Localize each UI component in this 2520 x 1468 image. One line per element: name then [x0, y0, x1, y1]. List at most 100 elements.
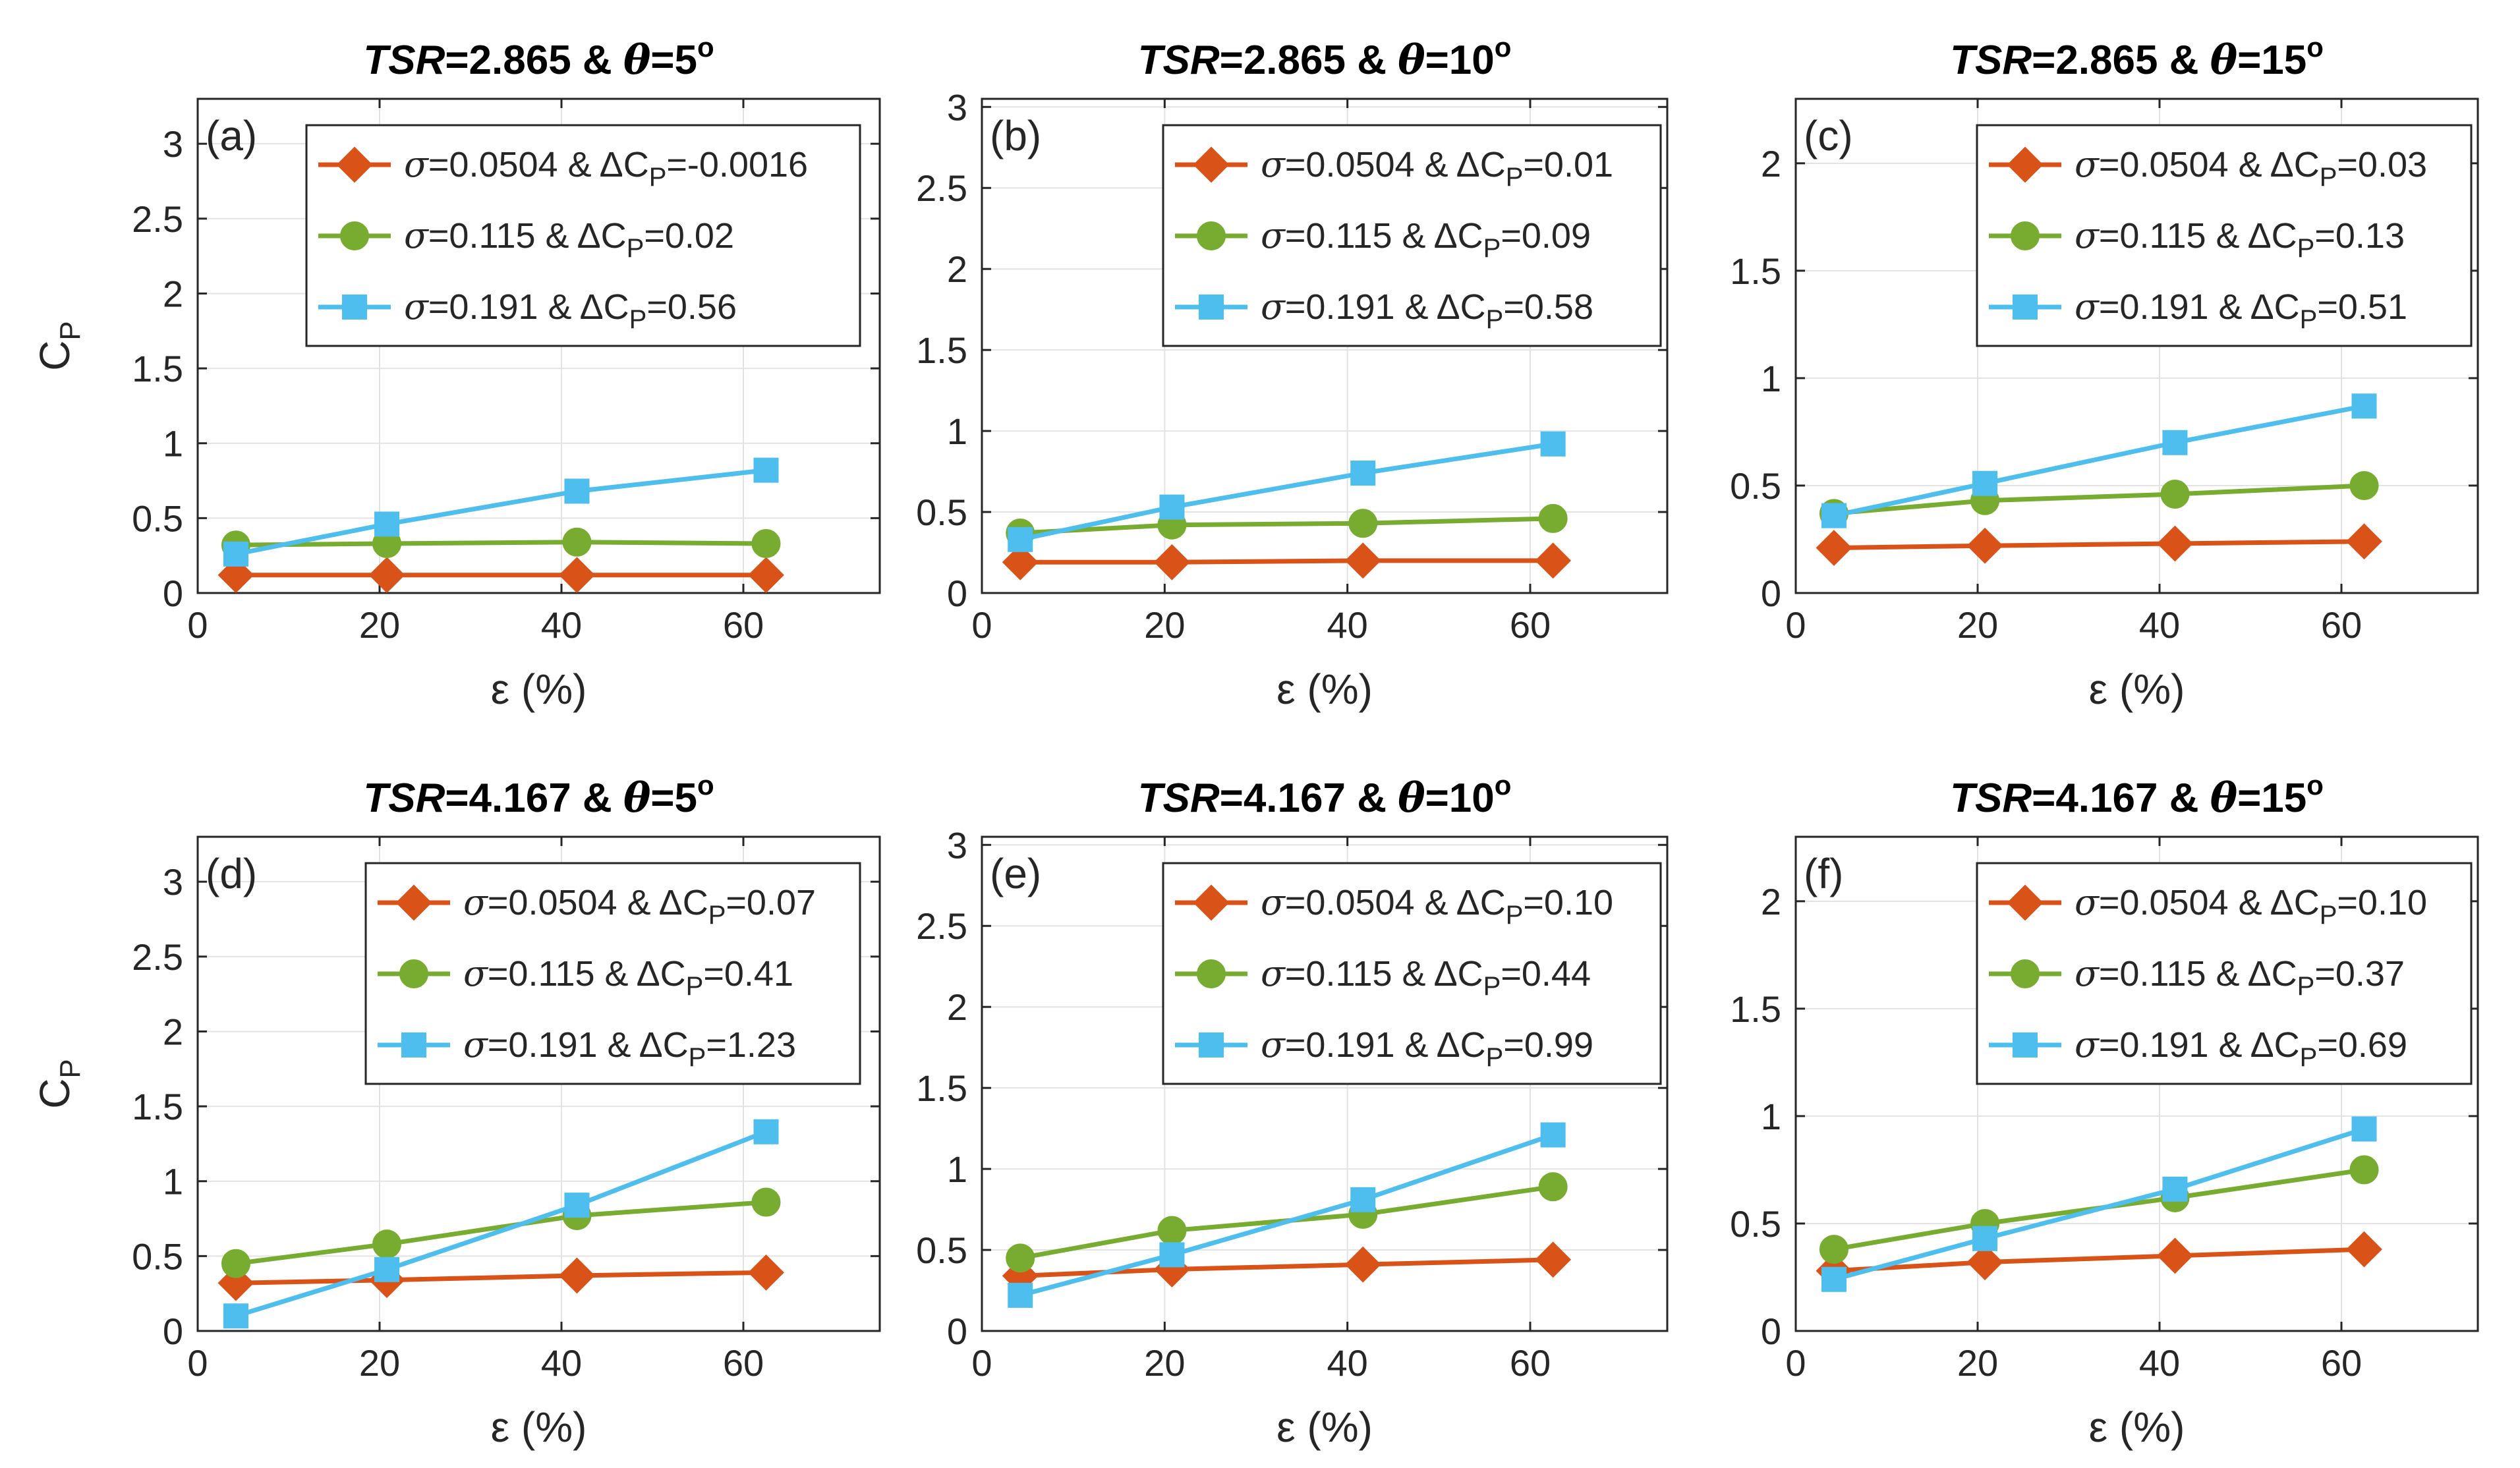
series-line-0.115 — [1020, 516, 1553, 536]
panel-title: TSR=2.865 & θ=10o — [1138, 32, 1512, 84]
legend-marker — [395, 884, 432, 921]
panel-letter: (b) — [990, 112, 1041, 159]
legend-marker — [1197, 221, 1226, 250]
data-point-0.191 — [1540, 1122, 1566, 1148]
data-point-0.0504 — [368, 557, 405, 594]
x-tick-label: 20 — [359, 1342, 400, 1384]
legend-marker — [1199, 1032, 1224, 1058]
legend-entry: σ=0.0504 & ΔCP=0.03 — [2075, 144, 2427, 192]
panel-f: 0 20 40 60 0 0.5 1 1.5 2 ε (%) TSR=4.167 & θ=15o (f… — [1730, 770, 2479, 1451]
data-point-0.0504 — [1002, 544, 1039, 580]
series-line-0.0504 — [235, 1270, 766, 1285]
y-tick-label: 0 — [947, 1311, 967, 1352]
legend-marker — [2011, 959, 2040, 988]
data-point-0.0504 — [1816, 530, 1852, 566]
series-line-0.191 — [1833, 403, 2365, 519]
x-tick-label: 60 — [1510, 1342, 1551, 1384]
x-tick-label: 60 — [2321, 604, 2362, 646]
data-point-0.115 — [1348, 509, 1378, 538]
y-tick-label: 0 — [947, 573, 967, 614]
y-tick-label: 1.5 — [132, 1086, 183, 1127]
legend-marker — [2013, 295, 2038, 320]
data-point-0.191 — [1159, 1242, 1185, 1268]
data-point-0.115 — [372, 1229, 402, 1259]
data-point-0.191 — [753, 1119, 779, 1144]
y-tick-label: 1 — [1761, 358, 1781, 399]
data-point-0.0504 — [559, 1257, 595, 1294]
y-axis-label: CP — [31, 321, 86, 371]
y-tick-label: 2.5 — [132, 936, 183, 978]
axes-frame — [981, 98, 1669, 594]
y-tick-label: 3 — [947, 824, 967, 866]
data-point-0.191 — [2162, 430, 2188, 455]
data-point-0.115 — [1006, 1243, 1035, 1273]
legend-entry: σ=0.191 & ΔCP=0.56 — [404, 286, 737, 334]
data-point-0.0504 — [1966, 1244, 2003, 1281]
panel-c: 0 20 40 60 0 0.5 1 1.5 2 ε (%) TSR=2.865 & θ=15o (c… — [1730, 32, 2479, 713]
data-point-0.191 — [2351, 1116, 2377, 1142]
x-tick-label: 0 — [187, 604, 208, 646]
y-tick-label: 0.5 — [132, 497, 183, 539]
panel-letter: (a) — [206, 112, 257, 159]
series-line-0.191 — [1833, 1127, 2365, 1282]
data-point-0.0504 — [2346, 523, 2382, 560]
series-line-0.191 — [1019, 441, 1554, 542]
data-point-0.191 — [1350, 1187, 1376, 1212]
axes-frame — [196, 98, 881, 594]
y-tick-label: 0 — [1761, 1311, 1781, 1352]
y-tick-label: 1 — [163, 1161, 183, 1202]
y-tick-label: 2 — [1761, 881, 1781, 922]
panel-title: TSR=2.865 & θ=15o — [1950, 32, 2324, 84]
panel-title: TSR=2.865 & θ=5o — [363, 32, 714, 84]
y-tick-label: 1.5 — [916, 329, 967, 371]
data-point-0.115 — [751, 529, 781, 558]
series-line-0.0504 — [1833, 1247, 2364, 1274]
data-point-0.115 — [221, 1249, 250, 1278]
y-tick-label: 3 — [947, 86, 967, 128]
legend-marker — [342, 295, 367, 320]
x-axis-label: ε (%) — [491, 665, 587, 713]
x-tick-label: 20 — [1144, 1342, 1185, 1384]
series-line-0.0504 — [1833, 539, 2364, 551]
data-point-0.0504 — [1344, 1246, 1381, 1283]
y-tick-label: 1 — [947, 1148, 967, 1190]
legend-marker — [1199, 295, 1224, 320]
panel-d: 0 20 40 60 0 0.5 1 1.5 2 2.5 3 ε (%) CP TSR=4.167 & θ… — [31, 770, 881, 1451]
y-tick-label: 1.5 — [1730, 250, 1781, 292]
series-line-0.191 — [235, 1129, 767, 1318]
y-tick-label: 0.5 — [1730, 465, 1781, 507]
y-tick-label: 0 — [163, 573, 183, 614]
data-point-0.191 — [1159, 494, 1185, 520]
series-line-0.115 — [235, 1200, 766, 1266]
legend-entry: σ=0.115 & ΔCP=0.09 — [1261, 215, 1591, 263]
data-point-0.0504 — [1966, 527, 2003, 564]
y-tick-label: 0 — [163, 1311, 183, 1352]
x-tick-label: 40 — [541, 604, 582, 646]
x-tick-label: 0 — [1785, 604, 1806, 646]
data-point-0.191 — [564, 1193, 590, 1218]
legend-marker — [1193, 146, 1230, 183]
legend-marker — [1197, 959, 1226, 988]
y-tick-label: 0.5 — [132, 1235, 183, 1277]
legend-marker — [1193, 884, 1230, 921]
legend-marker — [340, 221, 369, 250]
legend-marker — [2007, 884, 2044, 921]
data-point-0.191 — [1008, 1282, 1033, 1308]
data-point-0.191 — [1008, 526, 1033, 552]
series-line-0.0504 — [1020, 1257, 1553, 1278]
panel-title: TSR=4.167 & θ=10o — [1138, 770, 1512, 822]
y-tick-label: 2 — [947, 986, 967, 1028]
y-tick-label: 2.5 — [916, 167, 967, 209]
y-tick-label: 2 — [1761, 143, 1781, 184]
panel-e: 0 20 40 60 0 0.5 1 1.5 2 2.5 3 ε (%) TSR=4.167 & θ=1… — [916, 770, 1669, 1451]
x-tick-label: 20 — [1144, 604, 1185, 646]
legend-marker — [2011, 221, 2040, 250]
x-tick-label: 0 — [971, 604, 992, 646]
y-tick-label: 0.5 — [916, 1229, 967, 1271]
legend-entry: σ=0.191 & ΔCP=0.51 — [2075, 286, 2407, 334]
series-line-0.115 — [235, 540, 766, 548]
data-point-0.191 — [374, 511, 400, 537]
legend-entry: σ=0.191 & ΔCP=0.58 — [1261, 286, 1593, 334]
data-point-0.115 — [1538, 1172, 1568, 1202]
data-point-0.115 — [1157, 1216, 1187, 1245]
